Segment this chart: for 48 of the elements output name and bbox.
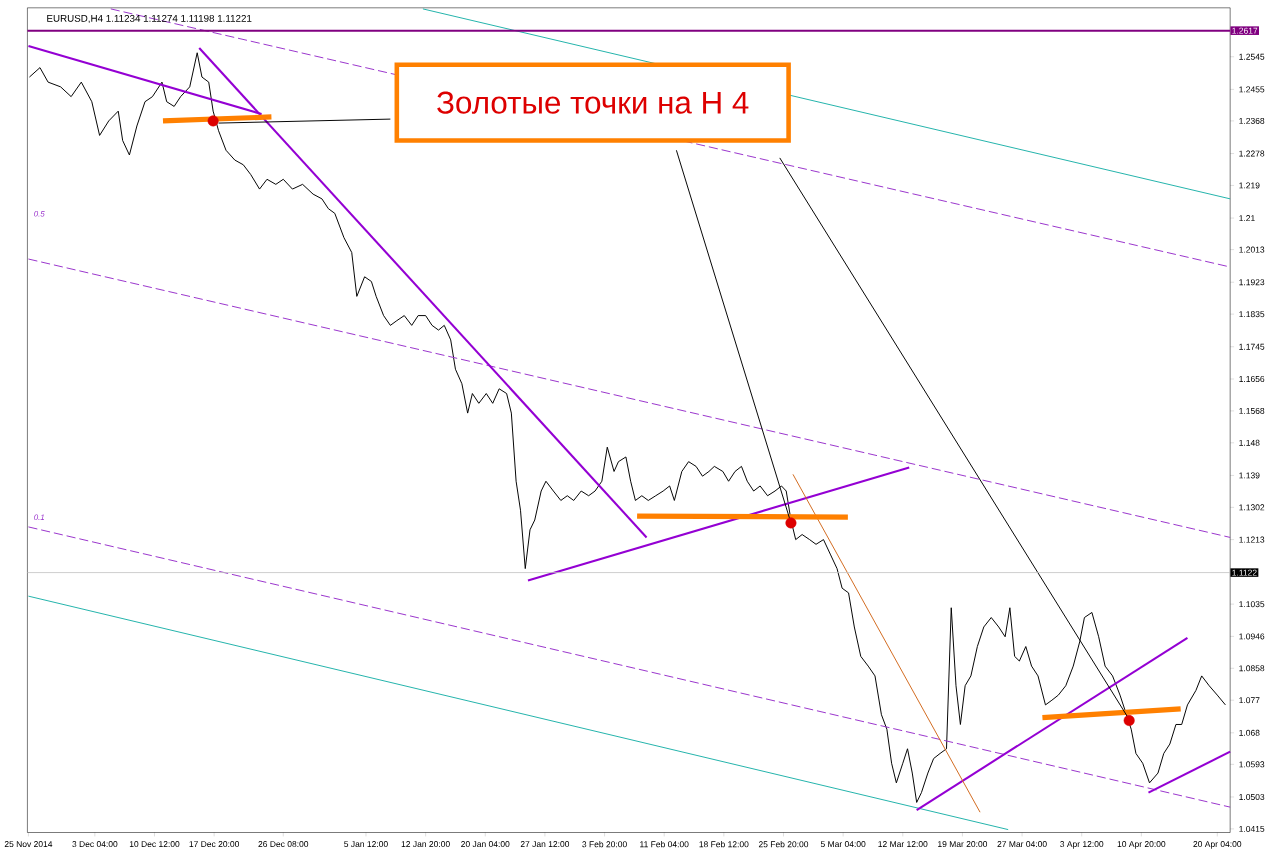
- x-tick-label: 3 Dec 04:00: [72, 841, 118, 848]
- y-tick-label: 1.1835: [1239, 311, 1265, 318]
- y-tick-label: 1.077: [1239, 697, 1260, 704]
- x-tick-label: 5 Jan 12:00: [344, 841, 388, 848]
- x-tick-label: 25 Feb 20:00: [758, 841, 809, 848]
- y-tick-label: 1.1656: [1239, 375, 1265, 382]
- x-tick-label: 5 Mar 04:00: [820, 841, 866, 848]
- y-tick-label: 1.0593: [1239, 761, 1265, 768]
- y-tick-label: 1.21: [1239, 215, 1255, 221]
- x-tick-label: 19 Mar 20:00: [938, 841, 988, 848]
- x-tick-label: 3 Apr 12:00: [1060, 841, 1104, 849]
- x-tick-label: 18 Feb 12:00: [699, 841, 749, 848]
- x-tick-label: 25 Nov 2014: [4, 841, 53, 848]
- y-tick-label: 1.1923: [1239, 279, 1265, 286]
- y-tick-label: 1.1745: [1239, 343, 1265, 350]
- annotation: Золотые точки на Н 4: [437, 91, 749, 114]
- y-tick-label: 1.1035: [1239, 601, 1265, 608]
- y-tick-label: 1.2545: [1239, 53, 1265, 60]
- x-tick-label: 12 Mar 12:00: [878, 841, 928, 848]
- x-tick-label: 12 Jan 20:00: [401, 841, 450, 848]
- x-tick-label: 3 Feb 20:00: [582, 841, 627, 848]
- x-tick-label: 11 Feb 04:00: [640, 841, 689, 848]
- y-tick-label: 1.148: [1239, 439, 1260, 446]
- y-tick-label: 1.1568: [1239, 407, 1265, 414]
- y-tick-label: 1.219: [1239, 182, 1260, 189]
- text: EURUSD,H4 1.11234 1.11274 1.11198 1.11221: [47, 14, 252, 23]
- x-tick-label: 20 Jan 04:00: [461, 841, 510, 848]
- x-tick-label: 20 Apr 04:00: [1193, 841, 1242, 849]
- ref-line-label: 1.2617: [1232, 27, 1258, 34]
- y-tick-label: 1.068: [1239, 729, 1260, 736]
- x-tick-label: 27 Jan 12:00: [520, 841, 570, 848]
- y-tick-label: 1.2013: [1239, 246, 1265, 253]
- x-tick-label: 10 Dec 12:00: [129, 841, 180, 848]
- y-tick-label: 1.2455: [1239, 86, 1265, 93]
- x-tick-label: 10 Apr 20:00: [1117, 841, 1166, 849]
- y-tick-label: 1.2368: [1239, 117, 1265, 124]
- y-tick-label: 1.1213: [1239, 536, 1265, 543]
- y-tick-label: 1.2278: [1239, 150, 1265, 157]
- y-tick-label: 1.0946: [1239, 633, 1265, 640]
- x-tick-label: 27 Mar 04:00: [997, 841, 1047, 848]
- y-tick-label: 1.0415: [1239, 825, 1265, 832]
- x-tick-label: 17 Dec 20:00: [189, 841, 240, 848]
- x-tick-label: 26 Dec 08:00: [258, 841, 309, 848]
- ref-line-label: 1.1122: [1232, 569, 1257, 576]
- y-tick-label: 1.1302: [1239, 504, 1265, 511]
- y-tick-label: 1.0503: [1239, 793, 1265, 800]
- y-tick-label: 1.139: [1239, 472, 1260, 479]
- y-tick-label: 1.0858: [1239, 665, 1265, 672]
